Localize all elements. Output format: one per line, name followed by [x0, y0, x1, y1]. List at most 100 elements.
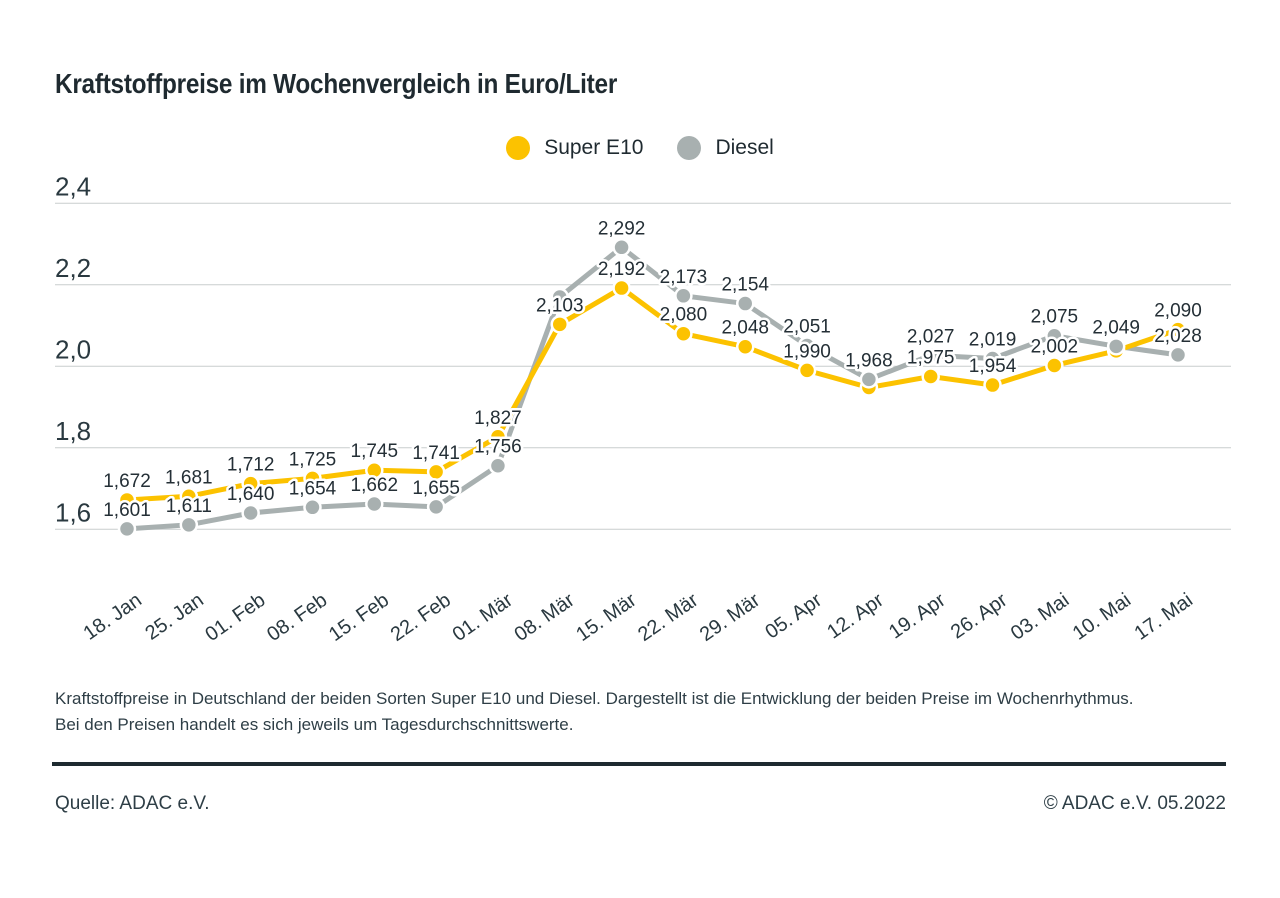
- data-label-diesel: 1,640: [227, 484, 275, 505]
- data-point-diesel: [488, 456, 508, 475]
- data-point-diesel: [797, 336, 817, 355]
- data-point-super-e10: [1045, 356, 1064, 375]
- copyright-text: © ADAC e.V. 05.2022: [1043, 793, 1226, 814]
- x-tick-label: 08. Mär: [510, 589, 578, 646]
- data-label-diesel: 1,662: [351, 475, 399, 496]
- data-point-super-e10: [612, 278, 631, 298]
- x-tick-label: 18. Jan: [80, 589, 146, 645]
- data-label-super-e10: 1,741: [412, 443, 460, 464]
- data-label-super-e10: 1,725: [289, 449, 337, 470]
- x-tick-label: 08. Feb: [263, 589, 331, 646]
- data-point-diesel: [1045, 326, 1064, 345]
- x-tick-label: 29. Mär: [696, 589, 764, 646]
- chart-legend: Super E10 Diesel: [0, 136, 1280, 160]
- data-point-super-e10: [365, 460, 384, 480]
- x-tick-label: 10. Mai: [1069, 589, 1135, 645]
- data-label-diesel: 1,968: [845, 350, 893, 371]
- x-tick-label: 15. Feb: [325, 589, 393, 646]
- data-label-diesel: 2,292: [598, 218, 646, 239]
- x-tick-label: 01. Mär: [449, 589, 517, 646]
- data-label-diesel: 2,028: [1154, 326, 1202, 347]
- data-label-diesel: 2,027: [907, 326, 955, 347]
- data-point-diesel: [921, 346, 940, 365]
- legend-item-super-e10: Super E10: [506, 136, 643, 160]
- x-tick-label: 15. Mär: [572, 589, 640, 646]
- data-label-super-e10: 1,827: [474, 408, 522, 429]
- data-label-super-e10: 1,975: [907, 347, 955, 368]
- data-label-diesel: 2,075: [1031, 307, 1079, 328]
- data-point-diesel: [1106, 337, 1126, 356]
- x-tick-label: 22. Mär: [634, 589, 702, 646]
- data-point-super-e10: [426, 462, 446, 482]
- data-label-super-e10: 2,080: [660, 305, 708, 326]
- data-point-super-e10: [983, 375, 1002, 395]
- data-point-super-e10: [117, 490, 137, 510]
- data-point-diesel: [1168, 345, 1188, 365]
- data-label-diesel: 2,173: [660, 267, 708, 288]
- data-label-super-e10: 1,745: [351, 441, 399, 462]
- x-tick-label: 17. Mai: [1131, 589, 1197, 645]
- data-point-super-e10: [1168, 320, 1188, 339]
- footer: Quelle: ADAC e.V. © ADAC e.V. 05.2022: [55, 793, 1226, 815]
- page-title: Kraftstoffpreise im Wochenvergleich in E…: [55, 68, 618, 99]
- data-label-super-e10: 1,954: [969, 356, 1017, 377]
- data-point-diesel: [550, 287, 570, 307]
- data-point-super-e10: [241, 474, 260, 493]
- x-tick-label: 03. Mai: [1007, 589, 1073, 645]
- data-point-super-e10: [550, 315, 570, 334]
- data-label-diesel: 2,154: [721, 275, 769, 296]
- data-label-diesel: 1,756: [474, 437, 522, 458]
- data-point-diesel: [612, 238, 631, 257]
- chart-caption: Kraftstoffpreise in Deutschland der beid…: [55, 689, 1134, 734]
- y-tick-label: 2,0: [55, 334, 91, 364]
- data-point-super-e10: [179, 487, 199, 506]
- y-tick-label: 1,8: [55, 416, 91, 446]
- legend-dot-diesel-icon: [677, 136, 702, 160]
- data-point-diesel: [426, 497, 446, 517]
- data-label-diesel: 1,611: [166, 496, 212, 517]
- data-point-super-e10: [735, 337, 755, 356]
- legend-label-super-e10: Super E10: [544, 136, 644, 159]
- source-text: Quelle: ADAC e.V.: [55, 793, 210, 814]
- x-tick-label: 19. Apr: [885, 589, 950, 644]
- data-label-super-e10: 1,712: [227, 455, 275, 476]
- legend-dot-super-e10-icon: [506, 136, 531, 160]
- y-tick-label: 1,6: [55, 497, 91, 527]
- data-label-super-e10: 1,681: [165, 467, 213, 488]
- data-point-diesel: [117, 519, 137, 539]
- data-label-diesel: 2,049: [1092, 317, 1140, 338]
- diesel-line: [124, 244, 1181, 532]
- data-point-super-e10: [797, 361, 817, 380]
- data-label-diesel: 1,655: [412, 478, 460, 499]
- legend-label-diesel: Diesel: [715, 136, 774, 159]
- data-point-super-e10: [488, 427, 508, 447]
- super-e10-line: [124, 285, 1181, 503]
- data-label-diesel: 1,601: [103, 500, 151, 521]
- x-tick-label: 12. Apr: [823, 589, 888, 644]
- data-point-super-e10: [921, 367, 940, 386]
- data-point-diesel: [365, 494, 384, 514]
- data-label-super-e10: 1,990: [783, 341, 831, 362]
- data-label-super-e10: 2,192: [598, 259, 646, 280]
- divider: [52, 762, 1226, 766]
- data-label-super-e10: 2,090: [1154, 301, 1202, 322]
- data-point-diesel: [735, 294, 755, 313]
- x-tick-label: 01. Feb: [201, 589, 269, 646]
- data-point-diesel: [179, 515, 199, 535]
- y-tick-label: 2,4: [55, 171, 91, 201]
- data-label-super-e10: 2,002: [1031, 336, 1079, 357]
- y-tick-label: 2,2: [55, 253, 91, 283]
- data-point-super-e10: [674, 324, 693, 343]
- legend-item-diesel: Diesel: [677, 136, 774, 160]
- data-label-diesel: 1,654: [289, 478, 337, 499]
- data-point-diesel: [983, 349, 1002, 368]
- data-label-diesel: 2,019: [969, 330, 1017, 351]
- data-point-diesel: [859, 370, 879, 389]
- data-point-super-e10: [303, 469, 322, 488]
- x-tick-label: 22. Feb: [387, 589, 455, 646]
- data-label-super-e10: 2,103: [536, 295, 584, 316]
- data-label-super-e10: 2,048: [721, 318, 769, 339]
- data-point-diesel: [303, 498, 322, 517]
